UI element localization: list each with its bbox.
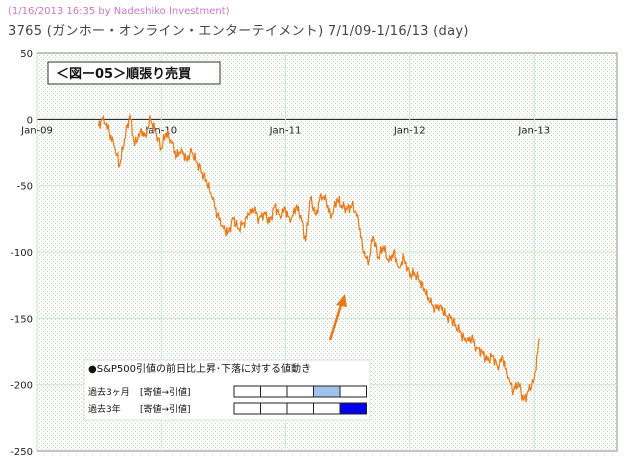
legend-cell	[260, 385, 288, 398]
legend-cell	[313, 402, 341, 415]
legend-cell	[233, 385, 261, 398]
x-tick-label: Jan-11	[269, 125, 302, 136]
legend-cell	[313, 385, 341, 398]
legend-row-1-label: 過去3ヶ月	[88, 386, 130, 398]
y-tick-label: 0	[27, 115, 33, 126]
x-axis-ticks: Jan-09 Jan-10 Jan-11 Jan-12 Jan-13	[20, 125, 550, 136]
x-tick-label: Jan-13	[517, 125, 550, 136]
chart-subtitle: ＜図ー05＞順張り売買	[56, 66, 191, 82]
legend-heading: ●S&P500引値の前日比上昇･下落に対する値動き	[88, 362, 311, 375]
x-tick-label: Jan-10	[144, 125, 177, 136]
arrow-annotation	[328, 294, 347, 341]
legend-cell	[260, 402, 288, 415]
y-tick-label: 50	[20, 49, 33, 60]
chart-title: 3765 (ガンホー・オンライン・エンターテイメント) 7/1/09-1/16/…	[8, 24, 469, 39]
y-tick-label: -250	[10, 447, 33, 458]
chart-credit: (1/16/2013 16:35 by Nadeshiko Investment…	[8, 6, 230, 17]
y-tick-label: -100	[10, 248, 33, 259]
legend-cell	[339, 402, 367, 415]
y-axis-ticks: 50 0 -50 -100 -150 -200 -250	[10, 49, 33, 458]
legend-row-2-label: 過去3年	[88, 403, 121, 415]
legend-row-2-sub: [寄値→引値]	[140, 403, 191, 415]
x-tick-label: Jan-12	[393, 125, 426, 136]
legend-cell	[286, 385, 314, 398]
chart-title-box	[47, 61, 221, 85]
y-tick-label: -50	[17, 182, 33, 193]
legend-cells	[233, 385, 367, 415]
legend-cell	[233, 402, 261, 415]
legend-row-1-sub: [寄値→引値]	[140, 386, 191, 398]
legend-cell	[286, 402, 314, 415]
y-tick-label: -200	[10, 381, 33, 392]
price-line	[98, 113, 540, 403]
x-tick-label: Jan-09	[20, 125, 53, 136]
y-tick-label: -150	[10, 314, 33, 325]
legend-cell	[339, 385, 367, 398]
